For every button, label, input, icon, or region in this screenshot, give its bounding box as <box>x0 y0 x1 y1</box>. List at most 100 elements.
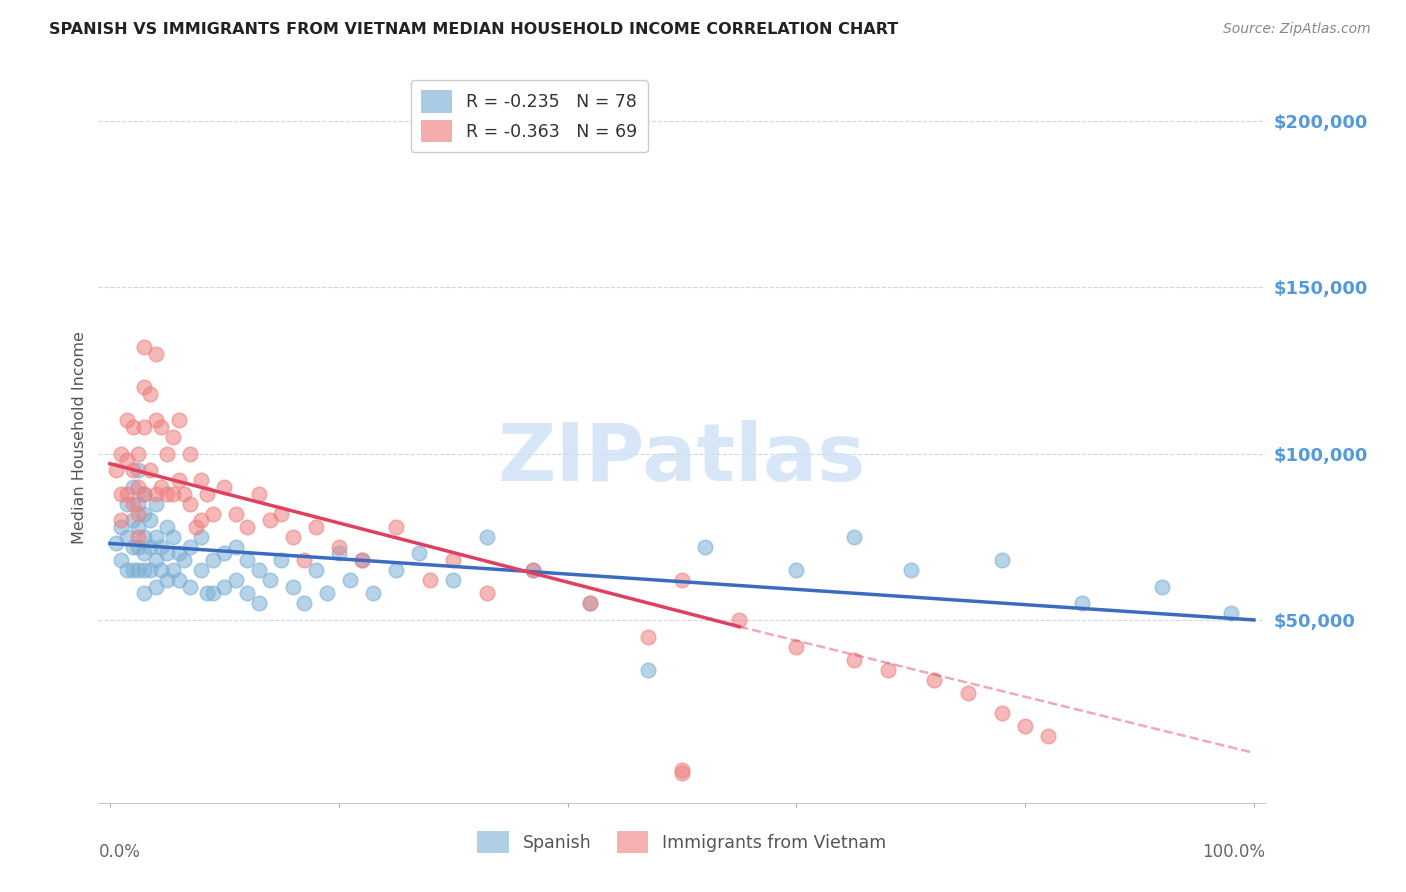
Point <box>145 497 167 511</box>
Point <box>127 480 149 494</box>
Point <box>104 536 127 550</box>
Point <box>292 553 315 567</box>
Point <box>134 546 156 560</box>
Point <box>214 480 236 494</box>
Point <box>156 573 179 587</box>
Point <box>693 540 716 554</box>
Point <box>110 447 132 461</box>
Point <box>139 463 162 477</box>
Point <box>477 586 499 600</box>
Point <box>190 530 212 544</box>
Point <box>270 553 292 567</box>
Point <box>316 586 339 600</box>
Point <box>121 497 143 511</box>
Point <box>134 530 156 544</box>
Text: 0.0%: 0.0% <box>98 843 141 861</box>
Point <box>115 413 138 427</box>
Point <box>1036 729 1059 743</box>
Point <box>134 507 156 521</box>
Point <box>134 486 156 500</box>
Point <box>350 553 373 567</box>
Point <box>115 453 138 467</box>
Point <box>139 563 162 577</box>
Point <box>408 546 430 560</box>
Point <box>127 530 149 544</box>
Point <box>121 480 143 494</box>
Point <box>162 563 184 577</box>
Point <box>922 673 945 687</box>
Point <box>134 380 156 394</box>
Point <box>281 530 304 544</box>
Point <box>156 486 179 500</box>
Point <box>1014 719 1036 733</box>
Text: 100.0%: 100.0% <box>1202 843 1265 861</box>
Point <box>150 563 173 577</box>
Point <box>167 413 190 427</box>
Point <box>842 530 865 544</box>
Point <box>167 473 190 487</box>
Point <box>785 563 807 577</box>
Point <box>671 765 693 780</box>
Point <box>190 473 212 487</box>
Point <box>110 486 132 500</box>
Point <box>150 480 173 494</box>
Point <box>162 430 184 444</box>
Point <box>156 546 179 560</box>
Point <box>361 586 384 600</box>
Point <box>579 596 602 610</box>
Point <box>134 340 156 354</box>
Point <box>201 553 224 567</box>
Point <box>522 563 544 577</box>
Point <box>145 413 167 427</box>
Point <box>110 513 132 527</box>
Point <box>956 686 979 700</box>
Point <box>145 530 167 544</box>
Point <box>728 613 751 627</box>
Point <box>173 486 195 500</box>
Point <box>134 563 156 577</box>
Point <box>328 546 350 560</box>
Point <box>876 663 898 677</box>
Point <box>247 486 270 500</box>
Point <box>328 540 350 554</box>
Point <box>150 540 173 554</box>
Point <box>579 596 602 610</box>
Text: Source: ZipAtlas.com: Source: ZipAtlas.com <box>1223 22 1371 37</box>
Point <box>127 497 149 511</box>
Point <box>385 520 408 534</box>
Point <box>900 563 922 577</box>
Point <box>190 513 212 527</box>
Point <box>305 520 328 534</box>
Point <box>259 513 281 527</box>
Point <box>214 580 236 594</box>
Point <box>110 553 132 567</box>
Point <box>145 347 167 361</box>
Point <box>991 553 1014 567</box>
Point <box>145 553 167 567</box>
Point <box>270 507 292 521</box>
Point <box>127 520 149 534</box>
Point <box>134 420 156 434</box>
Point <box>441 573 464 587</box>
Point <box>127 540 149 554</box>
Point <box>195 586 218 600</box>
Point <box>121 540 143 554</box>
Point <box>139 387 162 401</box>
Point <box>339 573 361 587</box>
Point <box>247 563 270 577</box>
Point <box>179 580 201 594</box>
Text: ZIPatlas: ZIPatlas <box>498 420 866 498</box>
Point <box>115 530 138 544</box>
Point <box>179 497 201 511</box>
Point <box>441 553 464 567</box>
Point <box>139 513 162 527</box>
Point <box>121 513 143 527</box>
Point <box>419 573 441 587</box>
Point <box>145 486 167 500</box>
Point <box>225 573 247 587</box>
Point <box>201 507 224 521</box>
Point <box>121 563 143 577</box>
Point <box>225 540 247 554</box>
Text: SPANISH VS IMMIGRANTS FROM VIETNAM MEDIAN HOUSEHOLD INCOME CORRELATION CHART: SPANISH VS IMMIGRANTS FROM VIETNAM MEDIA… <box>49 22 898 37</box>
Point <box>201 586 224 600</box>
